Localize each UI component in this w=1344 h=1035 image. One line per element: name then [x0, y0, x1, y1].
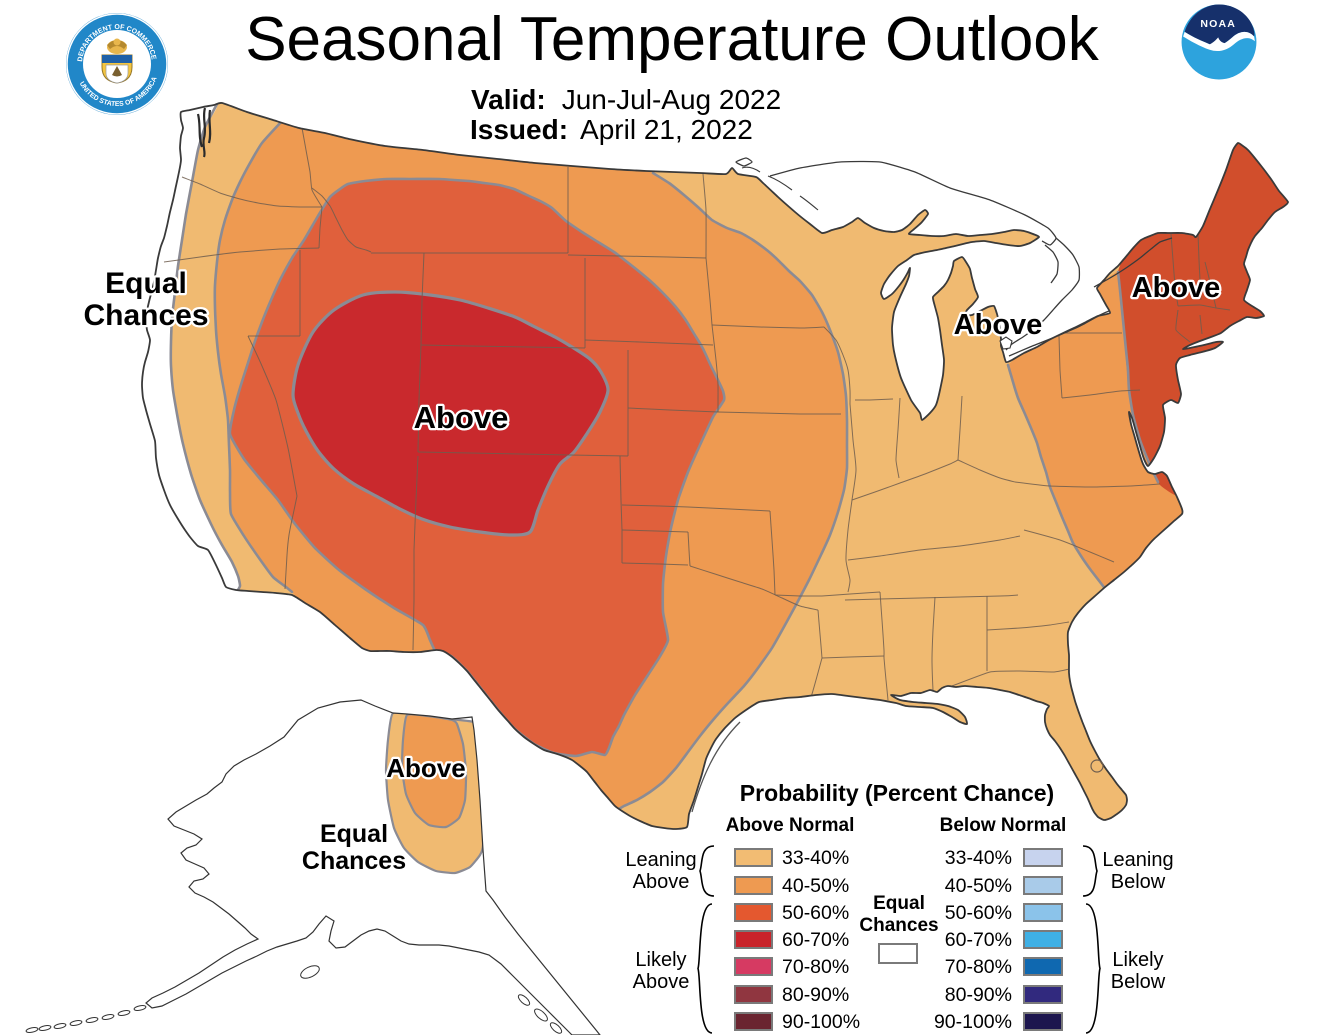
svg-text:80-90%: 80-90%	[945, 984, 1012, 1006]
svg-text:Chances: Chances	[859, 915, 938, 936]
svg-text:Above Normal: Above Normal	[726, 815, 855, 836]
svg-text:Chances: Chances	[83, 299, 208, 332]
svg-text:50-60%: 50-60%	[945, 902, 1012, 924]
svg-text:70-80%: 70-80%	[782, 956, 849, 978]
svg-text:Likely: Likely	[635, 949, 686, 971]
svg-text:33-40%: 33-40%	[945, 847, 1012, 869]
svg-text:Equal: Equal	[320, 820, 388, 848]
svg-text:Likely: Likely	[1112, 949, 1163, 971]
svg-text:33-40%: 33-40%	[782, 847, 849, 869]
svg-text:80-90%: 80-90%	[782, 984, 849, 1006]
svg-text:Above: Above	[633, 871, 690, 893]
svg-text:90-100%: 90-100%	[934, 1011, 1012, 1033]
svg-text:Leaning: Leaning	[1102, 849, 1173, 871]
svg-text:Above: Above	[386, 753, 465, 783]
svg-text:Below: Below	[1111, 871, 1166, 893]
svg-text:60-70%: 60-70%	[945, 929, 1012, 951]
svg-text:Chances: Chances	[302, 847, 406, 875]
svg-text:Probability (Percent Chance): Probability (Percent Chance)	[740, 780, 1054, 806]
svg-text:70-80%: 70-80%	[945, 956, 1012, 978]
svg-text:Below Normal: Below Normal	[940, 815, 1067, 836]
svg-text:Equal: Equal	[873, 893, 925, 914]
svg-text:NOAA: NOAA	[1200, 18, 1236, 30]
svg-text:Above: Above	[414, 400, 509, 435]
svg-text:Above: Above	[954, 309, 1043, 341]
svg-text:Above: Above	[1132, 272, 1221, 304]
svg-text:Above: Above	[633, 971, 690, 993]
svg-text:90-100%: 90-100%	[782, 1011, 860, 1033]
svg-text:Equal: Equal	[105, 267, 187, 300]
svg-text:40-50%: 40-50%	[782, 875, 849, 897]
svg-text:50-60%: 50-60%	[782, 902, 849, 924]
svg-text:60-70%: 60-70%	[782, 929, 849, 951]
svg-text:Leaning: Leaning	[625, 849, 696, 871]
svg-text:40-50%: 40-50%	[945, 875, 1012, 897]
svg-text:Below: Below	[1111, 971, 1166, 993]
